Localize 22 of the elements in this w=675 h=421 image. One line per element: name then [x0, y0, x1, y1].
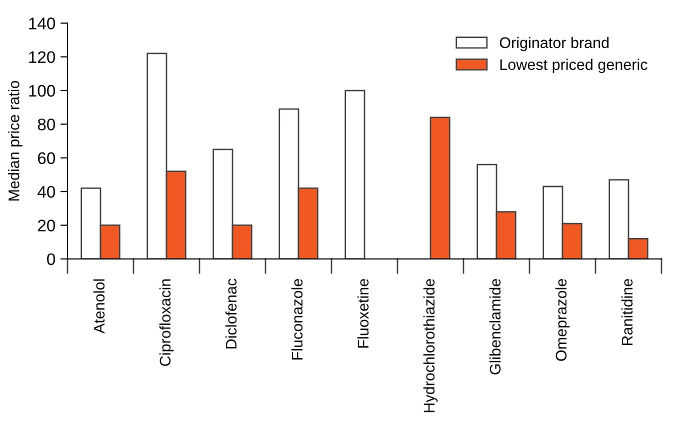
x-tick-label: Hydrochlorothiazide [423, 279, 438, 412]
y-tick-label: 0 [47, 253, 56, 266]
legend-label: Originator brand [500, 36, 609, 52]
x-tick-label: Atenolol [93, 279, 105, 334]
y-tick-label: 40 [38, 186, 56, 198]
x-tick-label: Omeprazole [555, 279, 570, 361]
y-axis-title: Median price ratio [8, 80, 22, 200]
x-tick-label: Glibenclamide [489, 279, 501, 374]
legend-label: Lowest priced generic [500, 58, 648, 74]
x-tick-label: Ranitidine [621, 279, 633, 346]
x-tick-label: Diclofenac [225, 278, 237, 348]
x-tick-label: Fluoxetine [357, 279, 369, 348]
y-tick-label: 80 [38, 118, 56, 130]
y-tick-label: 60 [38, 152, 56, 164]
bar [430, 116, 450, 259]
x-tick-label: Fluconazole [291, 279, 303, 360]
y-tick-label: 120 [29, 51, 56, 64]
bar [344, 90, 366, 259]
y-tick-label: 140 [29, 18, 56, 30]
x-tick-label: Ciprofloxacin [159, 279, 174, 366]
y-tick-label: 20 [38, 220, 56, 232]
y-tick-label: 100 [29, 84, 56, 97]
